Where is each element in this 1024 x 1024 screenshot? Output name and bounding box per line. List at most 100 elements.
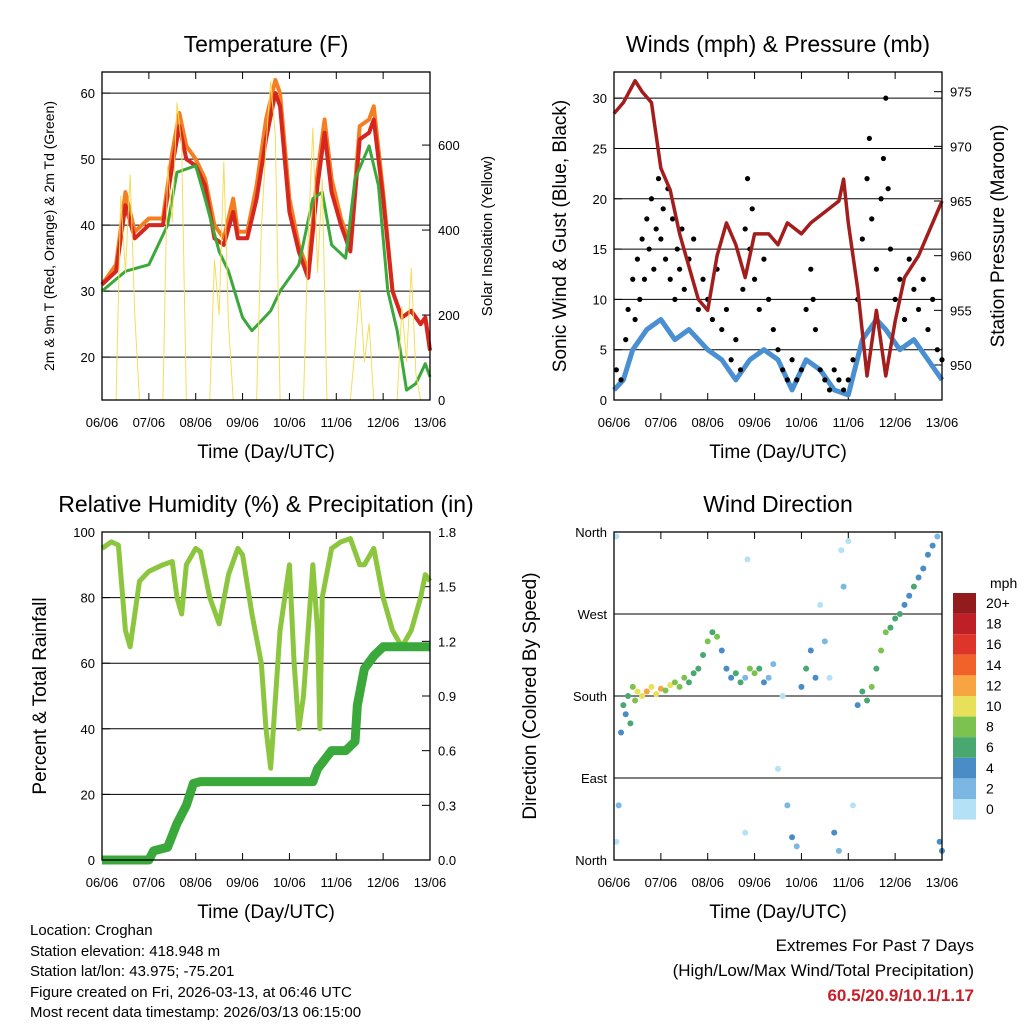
x-tick-label: 11/06 — [320, 875, 352, 890]
gust-point — [632, 316, 638, 323]
elevation-text: Station elevation: 418.948 m — [30, 942, 221, 960]
direction-point — [896, 611, 903, 617]
gust-point — [679, 226, 685, 232]
y-tick-label: 60 — [81, 86, 95, 101]
direction-point — [760, 679, 767, 686]
gust-point — [934, 347, 940, 353]
gust-point — [744, 176, 751, 182]
gust-point — [780, 367, 786, 373]
y-right-tick-label: 960 — [950, 249, 972, 264]
gust-point — [808, 266, 814, 272]
legend-swatch — [953, 778, 976, 799]
y-tick-label: 30 — [81, 284, 95, 299]
direction-point — [662, 687, 669, 694]
gust-point — [831, 367, 837, 373]
direction-point — [873, 665, 880, 672]
gust-point — [740, 286, 746, 292]
gust-point — [648, 196, 655, 202]
legend-swatch — [953, 654, 976, 676]
series-solar-insolation — [102, 80, 430, 401]
y-right-tick-label: 0 — [438, 393, 445, 408]
direction-point — [868, 683, 875, 690]
direction-point — [765, 674, 772, 681]
direction-point — [667, 682, 674, 689]
gust-point — [623, 337, 629, 343]
direction-point — [751, 670, 758, 677]
x-tick-label: 10/06 — [785, 875, 818, 890]
y-right-tick-label: 0.0 — [438, 853, 456, 868]
panel-2: Winds (mph) & Pressure (mb) Time (Day/UTC… — [550, 31, 1009, 463]
gust-point — [761, 256, 767, 262]
direction-point — [643, 688, 650, 695]
direction-point — [613, 533, 620, 540]
direction-point — [732, 670, 739, 677]
y-axis-label: Direction (Colored By Speed) — [520, 572, 541, 819]
x-tick-label: 09/06 — [226, 415, 259, 430]
gust-point — [691, 236, 697, 242]
gust-point — [641, 276, 648, 282]
gust-point — [798, 367, 805, 373]
direction-point — [685, 679, 692, 686]
gust-point — [723, 306, 730, 313]
y-tick-label: 25 — [593, 141, 607, 156]
direction-point — [756, 665, 763, 672]
gust-point — [869, 216, 875, 222]
gust-point — [906, 256, 912, 262]
x-tick-label: 08/06 — [691, 875, 724, 890]
direction-point — [690, 670, 697, 677]
gust-point — [728, 357, 734, 363]
direction-point — [629, 683, 636, 690]
latlon-text: Station lat/lon: 43.975; -75.201 — [30, 963, 235, 980]
y-right-tick-label: 0.6 — [438, 744, 456, 759]
direction-point — [676, 683, 683, 690]
gust-point — [911, 286, 917, 292]
gust-point — [651, 266, 657, 272]
y-tick-label: 100 — [73, 525, 95, 540]
y-right-tick-label: 400 — [438, 223, 460, 238]
direction-point — [821, 638, 828, 645]
legend-label: 6 — [986, 739, 994, 755]
gust-point — [826, 387, 833, 393]
legend-swatch — [953, 757, 976, 779]
gust-point — [756, 306, 762, 313]
location-text: Location: Croghan — [30, 922, 153, 939]
direction-point — [845, 538, 852, 545]
y-tick-label: 20 — [81, 350, 95, 365]
y-tick-label: 30 — [593, 91, 607, 106]
gust-point — [634, 256, 641, 262]
x-tick-label: 13/06 — [414, 875, 447, 890]
series-2m-t — [100, 91, 432, 351]
gust-point — [885, 186, 891, 192]
gust-point — [766, 296, 772, 302]
y-right-tick-label: 1.8 — [438, 525, 456, 540]
gust-point — [789, 357, 795, 363]
x-tick-label: 08/06 — [691, 415, 724, 430]
direction-point — [620, 702, 627, 709]
y-right-tick-label: 950 — [950, 358, 972, 373]
direction-point — [634, 688, 641, 695]
gust-point — [733, 337, 739, 343]
y-right-tick-label: 600 — [438, 138, 460, 153]
x-tick-label: 09/06 — [738, 415, 771, 430]
direction-point — [936, 838, 943, 845]
panel-title: Temperature (F) — [184, 31, 349, 57]
gust-point — [709, 316, 716, 323]
x-tick-label: 08/06 — [179, 415, 212, 430]
gust-point — [660, 206, 666, 212]
gust-point — [662, 256, 669, 262]
x-axis-label: Time (Day/UTC) — [197, 442, 335, 463]
gust-point — [613, 367, 619, 373]
gust-point — [658, 236, 664, 242]
gust-point — [930, 296, 936, 302]
direction-point — [714, 633, 721, 640]
panel-title: Wind Direction — [703, 491, 853, 517]
direction-point — [744, 556, 751, 563]
plot-frame — [101, 531, 431, 861]
panel-title: Winds (mph) & Pressure (mb) — [626, 31, 930, 57]
gust-point — [880, 155, 887, 162]
gust-point — [681, 286, 687, 292]
direction-point — [625, 693, 632, 699]
direction-point — [779, 693, 786, 699]
